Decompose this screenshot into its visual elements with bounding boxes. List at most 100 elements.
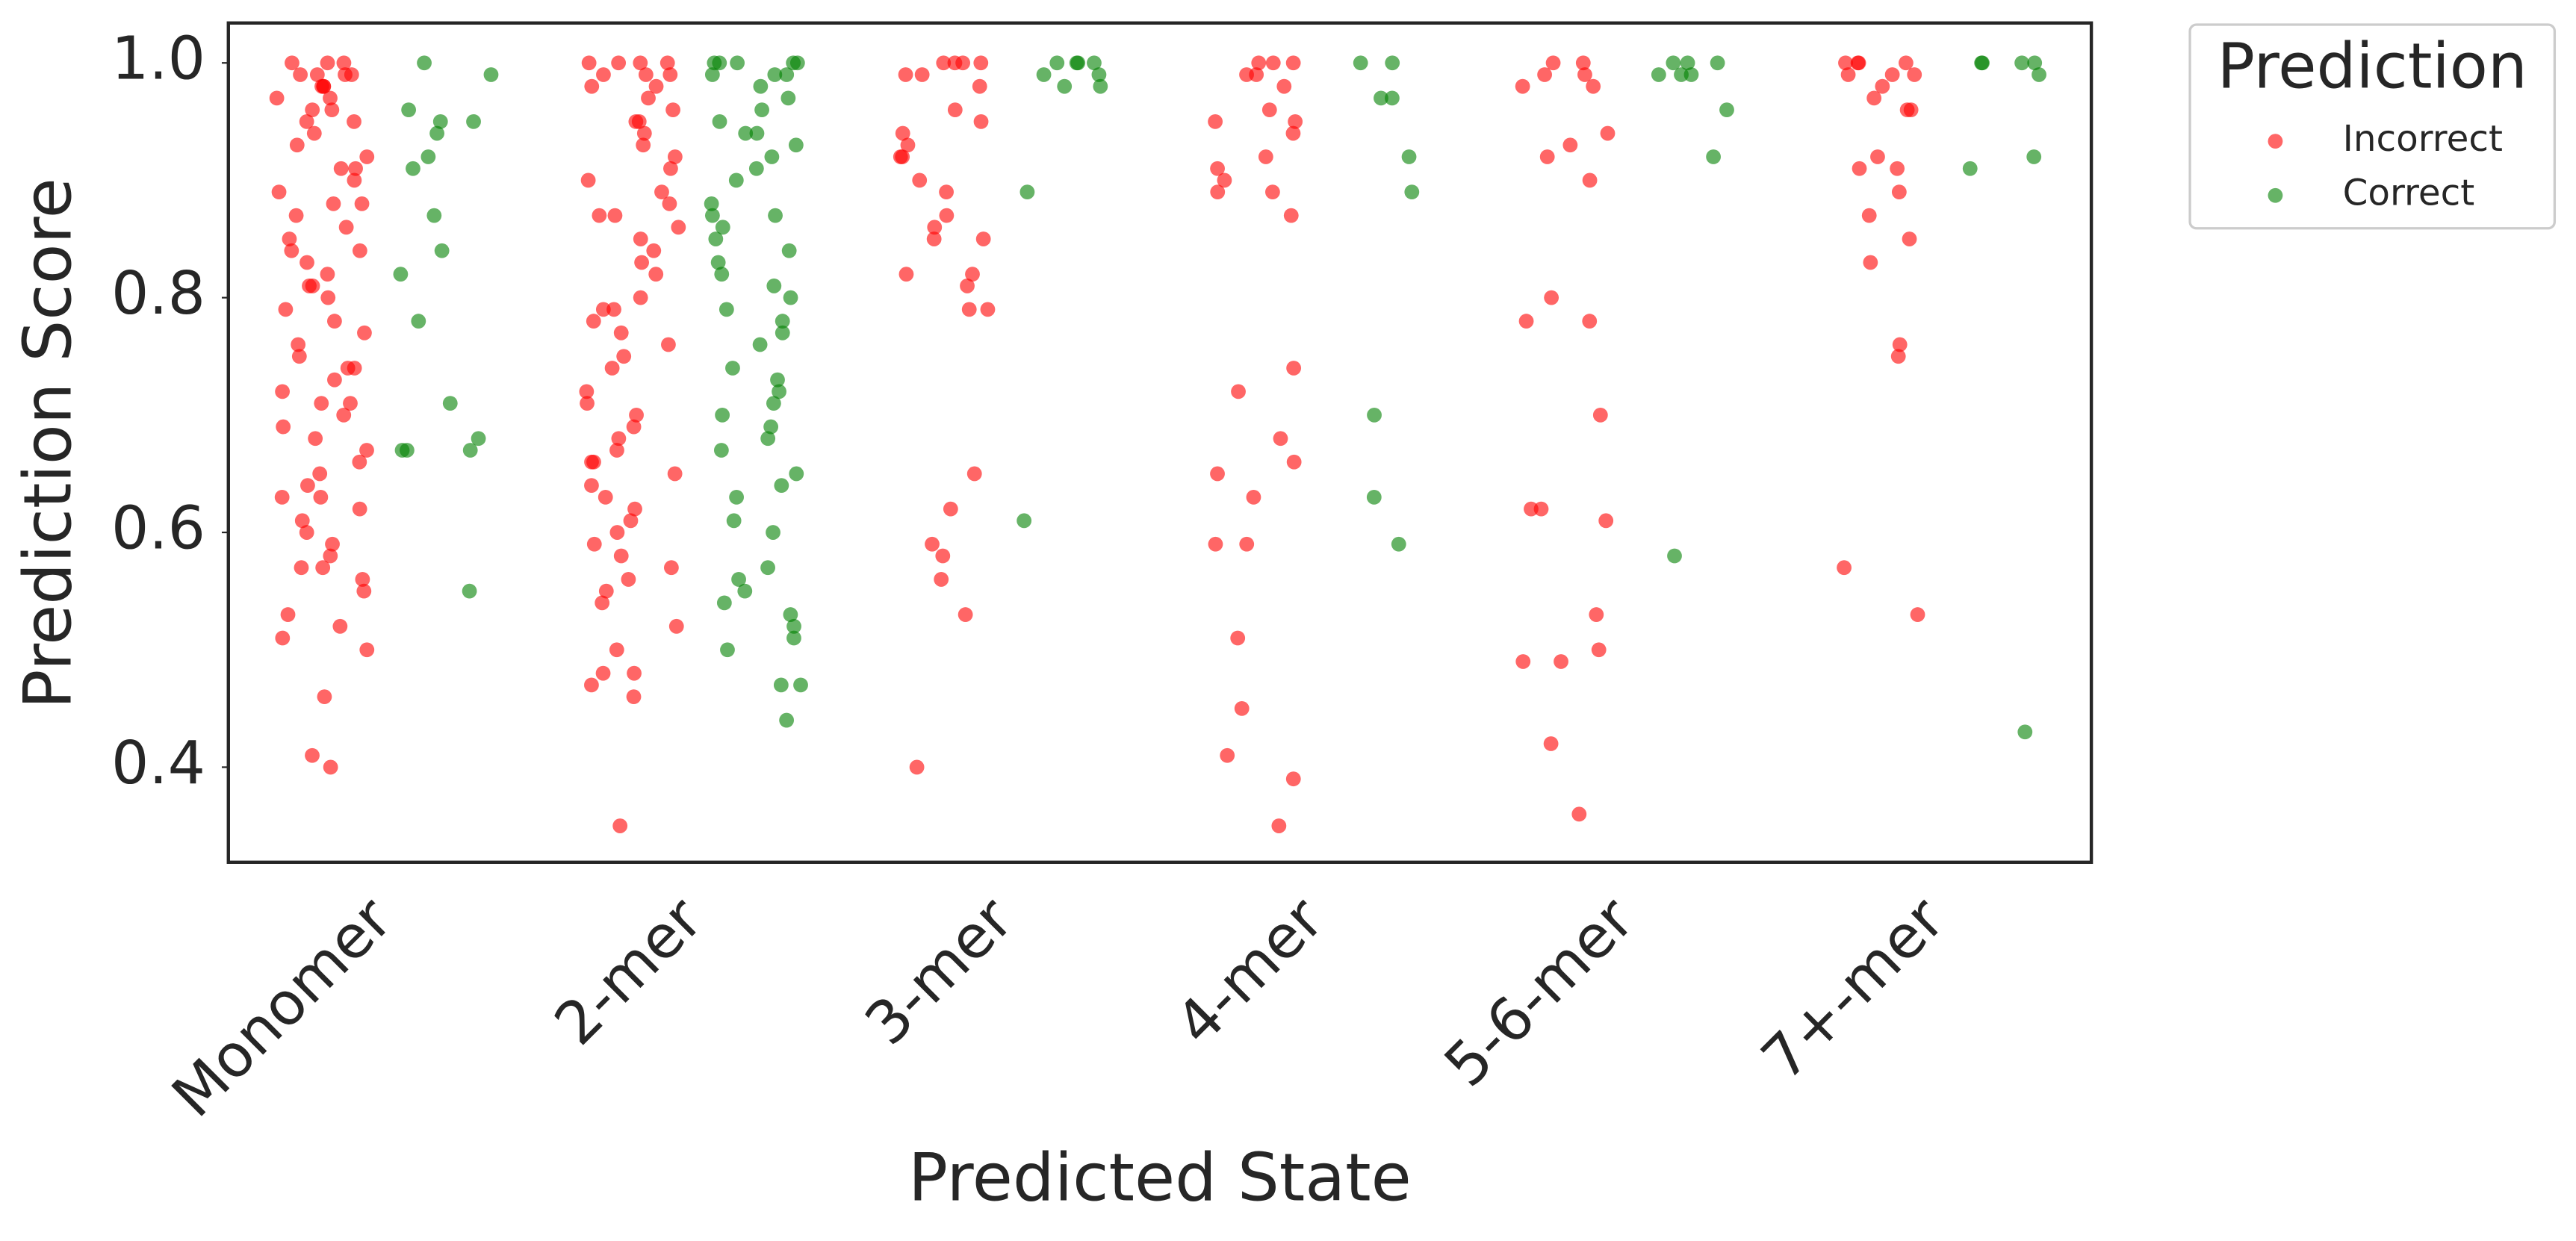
legend-label: Incorrect bbox=[2343, 118, 2503, 160]
point bbox=[662, 67, 678, 82]
point bbox=[1239, 536, 1255, 552]
point bbox=[323, 90, 338, 106]
point bbox=[338, 67, 353, 82]
point bbox=[1571, 806, 1587, 822]
point bbox=[1592, 407, 1608, 423]
point bbox=[598, 489, 613, 505]
point bbox=[607, 208, 623, 223]
point bbox=[1515, 654, 1531, 669]
point bbox=[1220, 747, 1235, 763]
point bbox=[595, 595, 610, 611]
x-tick-label: 7+-mer bbox=[1748, 884, 1958, 1093]
point bbox=[766, 279, 782, 293]
point bbox=[1974, 55, 1990, 71]
point bbox=[274, 489, 290, 505]
point bbox=[1562, 137, 1578, 153]
legend-marker bbox=[2268, 134, 2283, 149]
plot-frame bbox=[226, 21, 2094, 864]
point bbox=[621, 572, 636, 587]
point bbox=[1861, 208, 1877, 223]
point bbox=[294, 513, 310, 529]
x-tick-label: 2-mer bbox=[541, 884, 716, 1058]
point bbox=[2026, 149, 2042, 164]
point bbox=[285, 55, 300, 71]
point bbox=[462, 443, 478, 458]
point bbox=[1837, 560, 1852, 576]
point bbox=[926, 231, 942, 246]
point bbox=[661, 337, 676, 352]
point bbox=[646, 243, 662, 258]
point bbox=[1251, 55, 1267, 71]
point bbox=[752, 337, 768, 352]
point bbox=[316, 78, 332, 94]
point bbox=[1870, 149, 1885, 164]
point bbox=[1890, 161, 1905, 176]
point bbox=[1577, 67, 1592, 82]
point bbox=[638, 67, 654, 82]
point bbox=[789, 55, 805, 71]
point bbox=[623, 513, 639, 529]
point bbox=[1899, 102, 1915, 118]
point bbox=[749, 125, 765, 141]
point bbox=[726, 513, 742, 529]
point bbox=[1285, 771, 1301, 787]
point bbox=[1286, 361, 1302, 376]
point bbox=[704, 196, 719, 211]
point bbox=[1271, 818, 1287, 833]
y-tick-label: 0.6 bbox=[111, 494, 205, 563]
point bbox=[308, 431, 323, 447]
point bbox=[775, 314, 790, 329]
point bbox=[1353, 55, 1368, 71]
y-tick-label: 1.0 bbox=[111, 25, 205, 93]
point bbox=[1907, 67, 1922, 82]
point bbox=[786, 630, 801, 646]
point bbox=[401, 102, 417, 118]
point bbox=[320, 290, 336, 305]
point bbox=[760, 560, 775, 576]
point bbox=[671, 220, 686, 235]
point bbox=[275, 384, 291, 399]
point bbox=[604, 361, 620, 376]
point bbox=[1524, 501, 1539, 517]
point bbox=[1258, 149, 1273, 164]
point bbox=[586, 454, 601, 470]
point bbox=[973, 55, 989, 71]
point bbox=[1892, 337, 1908, 352]
point bbox=[626, 419, 642, 435]
point bbox=[612, 818, 628, 833]
y-tick-label: 0.8 bbox=[111, 259, 205, 328]
point bbox=[783, 290, 798, 305]
point bbox=[275, 630, 291, 646]
point bbox=[753, 78, 769, 94]
point bbox=[728, 172, 744, 188]
point bbox=[352, 243, 367, 258]
point bbox=[775, 325, 790, 340]
point bbox=[626, 689, 642, 705]
point bbox=[584, 78, 600, 94]
point bbox=[293, 67, 308, 82]
point bbox=[355, 572, 370, 587]
point bbox=[1840, 67, 1856, 82]
point bbox=[1543, 736, 1559, 751]
point bbox=[668, 618, 684, 634]
point bbox=[1285, 125, 1301, 141]
point bbox=[1838, 55, 1853, 71]
point bbox=[633, 290, 648, 305]
point bbox=[947, 102, 963, 118]
point bbox=[466, 113, 481, 129]
point bbox=[595, 665, 611, 681]
point bbox=[779, 67, 795, 82]
x-tick-label: Monomer bbox=[159, 884, 406, 1130]
point bbox=[359, 443, 374, 458]
point bbox=[766, 525, 780, 540]
point bbox=[1891, 184, 1907, 200]
point bbox=[712, 113, 727, 129]
point bbox=[627, 665, 642, 681]
point bbox=[338, 220, 354, 235]
point bbox=[348, 161, 363, 176]
point bbox=[914, 67, 930, 82]
legend-marker bbox=[2268, 187, 2283, 203]
point bbox=[1366, 489, 1382, 505]
point bbox=[1518, 314, 1534, 329]
point bbox=[332, 618, 348, 634]
